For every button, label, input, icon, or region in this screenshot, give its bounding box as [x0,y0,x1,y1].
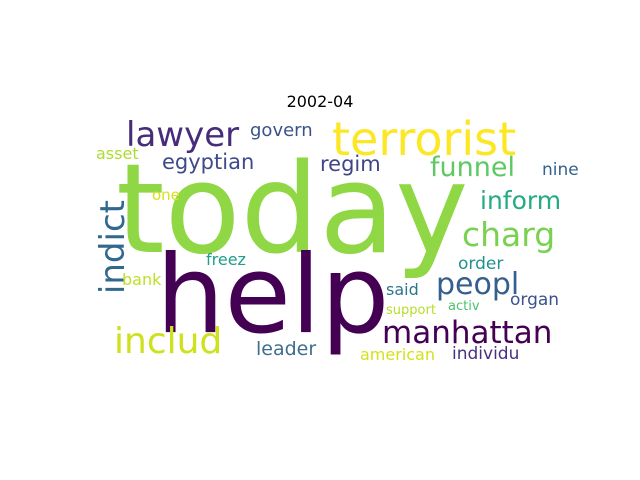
word-asset: asset [96,144,139,163]
chart-title: 2002-04 [286,92,354,111]
word-freez: freez [206,250,246,269]
word-charg: charg [462,215,556,254]
word-cloud: today help terrorist lawyer govern asset… [93,112,579,370]
word-individu: individu [452,344,520,364]
word-help: help [156,233,390,358]
word-organ: organ [510,290,560,310]
word-peopl: peopl [436,267,520,302]
word-includ: includ [114,321,223,362]
word-lawyer: lawyer [126,115,240,155]
word-said: said [386,280,419,299]
word-regim: regim [320,152,381,176]
word-inform: inform [480,186,562,215]
word-egyptian: egyptian [162,150,255,174]
word-today: today [116,138,469,282]
word-support: support [386,303,436,318]
word-nine: nine [542,160,579,180]
word-leader: leader [256,338,317,360]
word-manhattan: manhattan [382,315,553,351]
word-activ: activ [448,299,480,314]
word-terrorist: terrorist [332,112,517,166]
word-one: one [152,186,180,204]
word-order: order [458,254,504,274]
word-american: american [360,345,435,364]
word-bank: bank [122,270,162,289]
word-govern: govern [250,120,313,141]
word-funnel: funnel [430,152,515,183]
